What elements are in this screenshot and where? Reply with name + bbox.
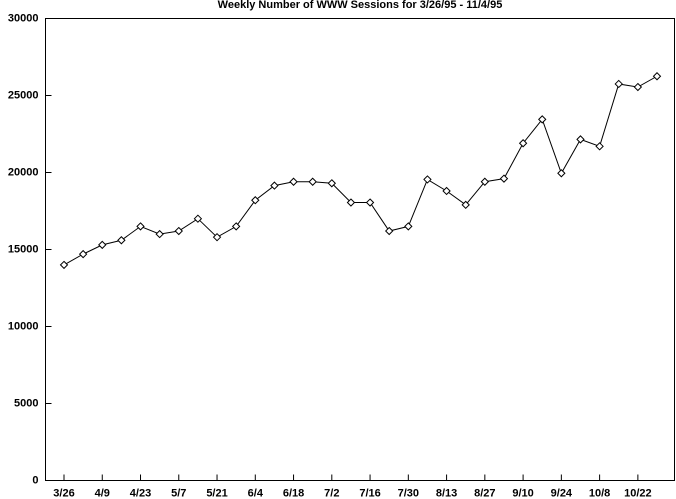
data-point: [461, 200, 470, 210]
data-point: [270, 181, 279, 190]
data-point: [98, 240, 107, 250]
x-tick-label: 3/26: [53, 487, 74, 499]
data-point: [538, 115, 547, 124]
x-tick-label: 4/9: [95, 487, 110, 499]
y-tick-label: 10000: [8, 320, 39, 332]
x-tick-label: 5/7: [171, 487, 186, 499]
data-point: [78, 249, 88, 259]
y-tick-label: 15000: [8, 243, 39, 255]
data-point: [308, 177, 317, 186]
x-tick-label: 8/13: [436, 487, 457, 499]
data-line: [63, 75, 658, 266]
x-tick-label: 8/27: [474, 487, 495, 499]
chart-title: Weekly Number of WWW Sessions for 3/26/9…: [218, 0, 503, 11]
x-tick-label: 7/30: [398, 487, 419, 499]
data-point: [404, 222, 413, 231]
plot-frame: [45, 18, 675, 481]
data-point: [212, 232, 222, 242]
data-point: [117, 236, 126, 245]
x-tick-label: 7/2: [324, 487, 339, 499]
data-point: [614, 79, 623, 89]
x-tick-label: 5/21: [206, 487, 227, 499]
data-point: [59, 260, 69, 270]
x-tick-label: 6/18: [283, 487, 304, 499]
data-point: [652, 72, 662, 81]
y-tick-label: 30000: [8, 12, 39, 24]
data-point: [251, 196, 260, 205]
data-point: [442, 186, 451, 196]
data-point: [557, 169, 566, 178]
x-tick-label: 9/24: [551, 487, 573, 499]
data-point: [423, 175, 432, 184]
data-point: [193, 214, 203, 223]
x-tick-label: 6/4: [248, 487, 264, 499]
data-point: [289, 177, 298, 186]
data-point: [633, 82, 643, 92]
y-tick-label: 25000: [8, 89, 39, 101]
data-point: [155, 229, 164, 239]
x-tick-label: 9/10: [512, 487, 533, 499]
x-tick-label: 10/8: [589, 487, 610, 499]
x-tick-label: 10/22: [624, 487, 652, 499]
data-point: [327, 179, 337, 188]
y-tick-label: 20000: [8, 166, 39, 178]
data-point: [384, 226, 394, 236]
x-tick-label: 4/23: [130, 487, 151, 499]
data-point: [518, 139, 528, 148]
data-point: [576, 135, 585, 144]
data-point: [174, 226, 183, 236]
data-point: [595, 142, 604, 151]
data-point: [136, 222, 145, 231]
y-tick-label: 0: [32, 474, 38, 486]
data-point: [231, 222, 241, 231]
y-tick-label: 5000: [14, 397, 38, 409]
data-point: [346, 198, 356, 207]
data-point: [499, 174, 509, 183]
x-tick-label: 7/16: [359, 487, 380, 499]
data-point: [480, 177, 490, 186]
data-point: [365, 198, 375, 207]
